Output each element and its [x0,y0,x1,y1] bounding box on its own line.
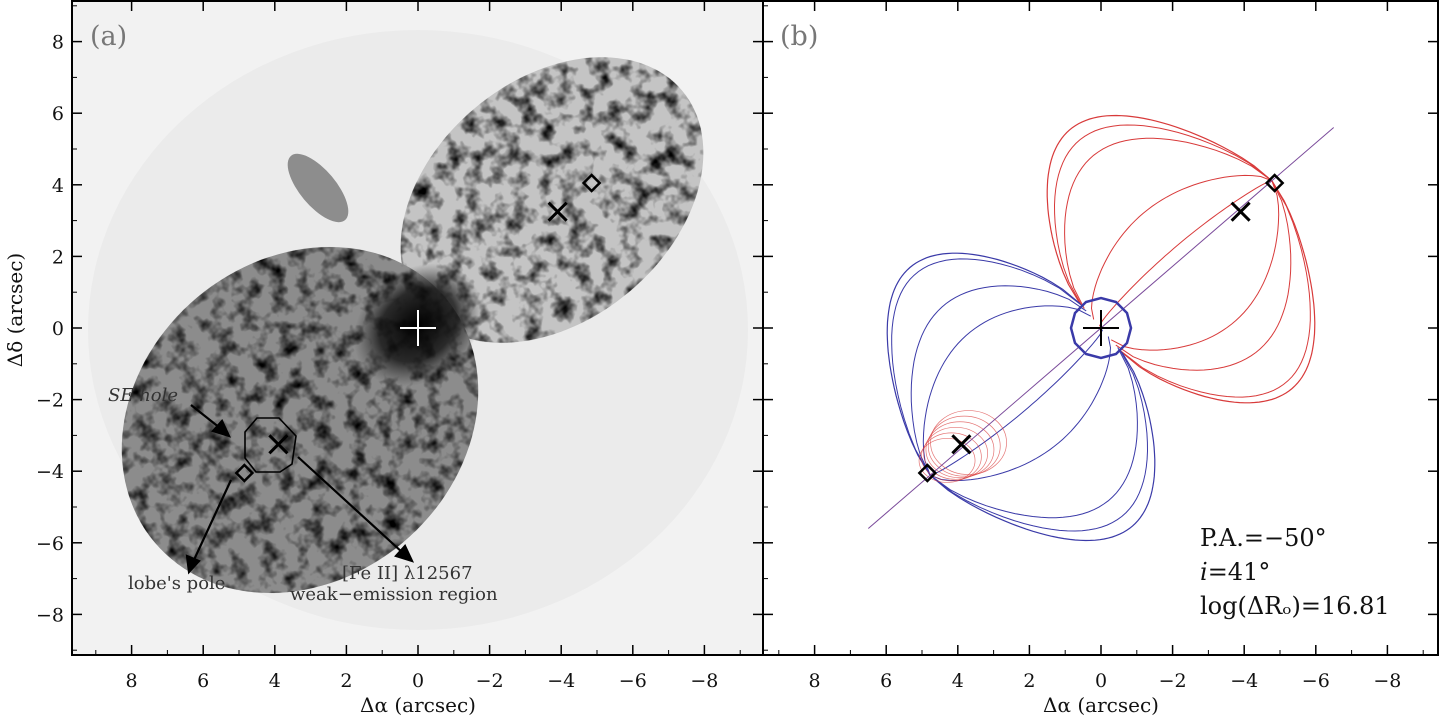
x-tick-label: −2 [1159,670,1187,692]
panel-b-ticks: 8 6 4 2 0 −2 −4 −6 −8 [763,1,1438,692]
y-tick-label: −4 [36,461,64,483]
y-tick-label: 6 [52,103,64,125]
diamond-marker [581,173,602,193]
lobe-meridian [929,336,1112,482]
nebula-jet [287,153,349,223]
panel-a: (a) SE hole lobe's pole [Fe II] λ12567 w… [72,1,763,655]
panel-a-xlabel: Δα (arcsec) [360,693,476,717]
diamond-marker [1264,173,1285,193]
small-ring [925,421,995,479]
y-tick-label: 0 [52,318,64,340]
y-tick-label: −8 [36,604,64,626]
x-tick-label: 4 [269,670,281,692]
panel-b-label: (b) [780,21,818,52]
cross-marker [268,434,289,455]
x-tick-label: 8 [126,670,138,692]
lobe-meridian [1110,180,1280,351]
lobe-meridian [1115,180,1292,371]
cross-marker [547,201,568,222]
model-param-incl: i=41° [1200,558,1270,586]
blue-lobe-wireframe [886,252,1156,542]
lobe-meridian [929,329,1104,476]
panel-a-ylabel: Δδ (arcsec) [3,253,27,367]
lobe-meridian [1064,137,1273,309]
lobe-meridian [929,347,1138,519]
y-tick-label: −2 [36,390,64,412]
annotation-fe-line2: weak−emission region [290,584,498,605]
lobe-meridian [929,350,1149,532]
x-tick-label: −4 [547,670,575,692]
x-tick-label: −6 [619,670,647,692]
center-ring [1069,296,1133,360]
small-ring [930,410,1007,475]
panel-b-markers [917,173,1285,483]
y-tick-label: −6 [36,533,64,555]
nebula-nw-lobe [400,57,704,343]
panel-b: (b) P.A.=−50° i=41° log(ΔRₒ)=16.81 [763,1,1438,655]
panel-a-label: (a) [90,21,127,52]
annotation-lobes-pole: lobe's pole [128,573,225,594]
annotation-se-hole: SE hole [108,385,178,406]
annotation-fe-line1: [Fe II] λ12567 [342,563,473,584]
model-param-pa: P.A.=−50° [1200,524,1327,552]
panel-b-xlabel: Δα (arcsec) [1043,693,1159,717]
x-tick-label: −6 [1302,670,1330,692]
x-tick-label: 8 [809,670,821,692]
small-ring [923,426,989,480]
cross-marker [1230,201,1251,222]
x-tick-label: 6 [197,670,209,692]
x-tick-label: 0 [1095,670,1107,692]
x-tick-label: 4 [952,670,964,692]
panel-a-markers [234,173,602,483]
lobe-meridian [1120,180,1311,398]
x-tick-label: −8 [690,670,718,692]
y-tick-label: 4 [52,175,64,197]
small-ring [921,432,982,482]
x-tick-label: 2 [1023,670,1035,692]
incl-symbol: i [1200,558,1208,586]
se-hole-outline [244,417,297,473]
small-ring [927,415,1001,477]
x-tick-label: 6 [880,670,892,692]
lobe-meridian [1098,180,1273,327]
y-tick-label: 2 [52,246,64,268]
x-tick-label: 2 [340,670,352,692]
lobe-meridian [1053,124,1273,306]
x-tick-label: −4 [1230,670,1258,692]
lobe-meridian [891,258,1082,476]
incl-value: =41° [1208,558,1271,586]
y-tick-label: 8 [52,32,64,54]
x-tick-label: −8 [1373,670,1401,692]
cross-marker [951,434,972,455]
panel-a-ticks: 8 6 4 2 0 −2 −4 −6 −8 −8 −6 −4 −2 0 2 4 6 8 [36,1,763,692]
lobe-meridian [1090,174,1273,320]
x-tick-label: 0 [412,670,424,692]
small-ring [918,438,976,483]
lobe-meridian [922,305,1092,476]
small-ring-wireframe [918,410,1007,483]
diamond-marker [917,463,938,483]
diamond-marker [234,463,255,483]
x-tick-label: −2 [476,670,504,692]
lobe-meridian [910,285,1087,476]
model-param-logr: log(ΔRₒ)=16.81 [1200,592,1390,620]
annotation-arrows [185,404,415,575]
